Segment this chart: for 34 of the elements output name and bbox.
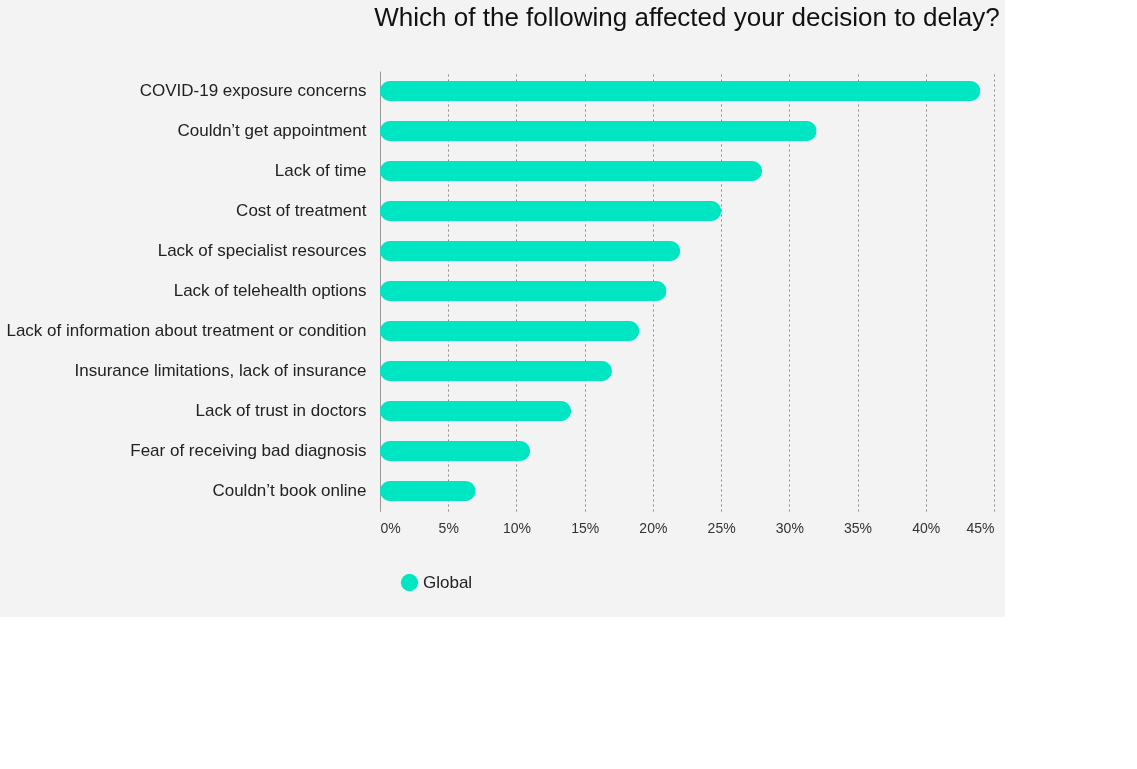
y-tick-label: Lack of telehealth options bbox=[173, 281, 367, 300]
bar bbox=[380, 121, 817, 141]
y-tick-label: Couldn’t book online bbox=[212, 481, 367, 500]
chart-title: Which of the following affected your decision to delay? bbox=[374, 2, 1000, 32]
x-tick-label: 0% bbox=[380, 519, 401, 536]
bar bbox=[380, 241, 681, 261]
y-tick-label: Couldn’t get appointment bbox=[177, 121, 367, 140]
x-tick-label: 20% bbox=[639, 519, 668, 536]
x-tick-label: 10% bbox=[502, 519, 531, 536]
bar bbox=[380, 201, 722, 221]
legend-label: Global bbox=[423, 572, 473, 592]
bar bbox=[380, 481, 476, 501]
bar bbox=[380, 401, 572, 421]
y-tick-label: Insurance limitations, lack of insurance bbox=[74, 361, 367, 380]
x-tick-label: 35% bbox=[844, 519, 873, 536]
y-tick-label: Lack of time bbox=[274, 161, 367, 180]
y-tick-label: Fear of receiving bad diagnosis bbox=[130, 441, 367, 460]
y-tick-label: Cost of treatment bbox=[236, 201, 367, 220]
y-tick-label: Lack of trust in doctors bbox=[195, 401, 367, 420]
bar bbox=[380, 81, 981, 101]
x-tick-label: 25% bbox=[707, 519, 736, 536]
y-tick-label: Lack of specialist resources bbox=[157, 241, 367, 260]
bar bbox=[380, 321, 640, 341]
bar bbox=[380, 441, 531, 461]
bar bbox=[380, 281, 667, 301]
bar bbox=[380, 161, 763, 181]
x-tick-label: 30% bbox=[775, 519, 804, 536]
x-tick-label: 15% bbox=[571, 519, 600, 536]
x-tick-label: 5% bbox=[438, 519, 459, 536]
bar bbox=[380, 361, 612, 381]
x-tick-label: 45% bbox=[966, 519, 995, 536]
y-tick-label: Lack of information about treatment or condition bbox=[6, 321, 367, 340]
x-tick-label: 40% bbox=[912, 519, 941, 536]
y-tick-label: COVID-19 exposure concerns bbox=[139, 81, 367, 100]
